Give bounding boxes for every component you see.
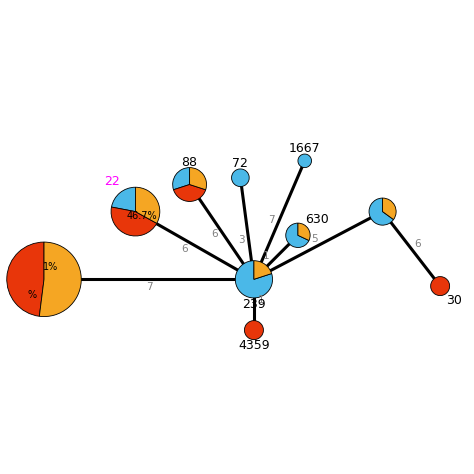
Wedge shape <box>298 223 310 240</box>
Wedge shape <box>235 261 273 298</box>
Text: 30: 30 <box>446 294 462 308</box>
Wedge shape <box>254 261 272 279</box>
Wedge shape <box>173 168 190 190</box>
Wedge shape <box>369 198 393 225</box>
Wedge shape <box>190 168 207 190</box>
Text: 7: 7 <box>268 215 275 225</box>
Text: 5: 5 <box>311 234 318 244</box>
Text: 3: 3 <box>238 235 245 245</box>
Wedge shape <box>111 207 157 236</box>
Text: 1667: 1667 <box>289 142 320 155</box>
Text: 1%: 1% <box>43 263 58 273</box>
Wedge shape <box>7 242 44 316</box>
Wedge shape <box>173 184 206 201</box>
Wedge shape <box>298 154 311 168</box>
Text: 1: 1 <box>258 295 264 305</box>
Text: 239: 239 <box>242 298 266 311</box>
Text: 1: 1 <box>263 251 270 262</box>
Text: 7: 7 <box>146 282 152 292</box>
Text: 6: 6 <box>414 239 420 249</box>
Wedge shape <box>136 187 160 223</box>
Wedge shape <box>286 223 309 247</box>
Wedge shape <box>111 187 136 211</box>
Text: 6: 6 <box>182 244 188 254</box>
Text: 88: 88 <box>182 156 198 169</box>
Wedge shape <box>232 169 249 187</box>
Text: 46.7%: 46.7% <box>126 210 157 221</box>
Text: %: % <box>27 290 36 300</box>
Wedge shape <box>245 320 264 339</box>
Wedge shape <box>39 242 81 317</box>
Text: 6: 6 <box>211 229 218 239</box>
Wedge shape <box>383 198 396 219</box>
Wedge shape <box>431 277 450 296</box>
Text: 4359: 4359 <box>238 338 270 352</box>
Text: 22: 22 <box>104 174 119 188</box>
Text: 72: 72 <box>232 157 248 170</box>
Text: 630: 630 <box>305 212 328 226</box>
